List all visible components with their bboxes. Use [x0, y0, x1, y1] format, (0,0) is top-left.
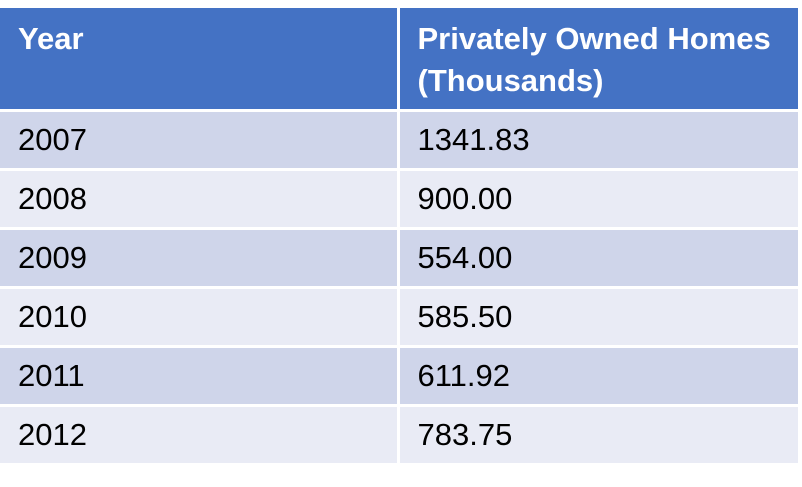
table-row: 2009 554.00	[0, 226, 798, 289]
year-cell: 2011	[0, 344, 400, 407]
homes-table: Year Privately Owned Homes (Thousands) 2…	[0, 8, 798, 466]
year-cell: 2010	[0, 285, 400, 348]
year-cell: 2008	[0, 167, 400, 230]
homes-cell: 611.92	[396, 344, 798, 407]
homes-cell: 900.00	[396, 167, 798, 230]
table-row: 2012 783.75	[0, 403, 798, 466]
table-row: 2011 611.92	[0, 344, 798, 407]
header-row: Year Privately Owned Homes (Thousands)	[0, 8, 798, 112]
homes-cell: 783.75	[396, 403, 798, 466]
table-row: 2010 585.50	[0, 285, 798, 348]
homes-cell: 554.00	[396, 226, 798, 289]
homes-cell: 585.50	[396, 285, 798, 348]
column-header-year: Year	[0, 8, 400, 112]
data-table-container: Year Privately Owned Homes (Thousands) 2…	[0, 8, 798, 466]
homes-cell: 1341.83	[396, 108, 798, 171]
column-header-homes: Privately Owned Homes (Thousands)	[396, 8, 798, 112]
year-cell: 2012	[0, 403, 400, 466]
table-row: 2007 1341.83	[0, 108, 798, 171]
year-cell: 2007	[0, 108, 400, 171]
table-row: 2008 900.00	[0, 167, 798, 230]
year-cell: 2009	[0, 226, 400, 289]
